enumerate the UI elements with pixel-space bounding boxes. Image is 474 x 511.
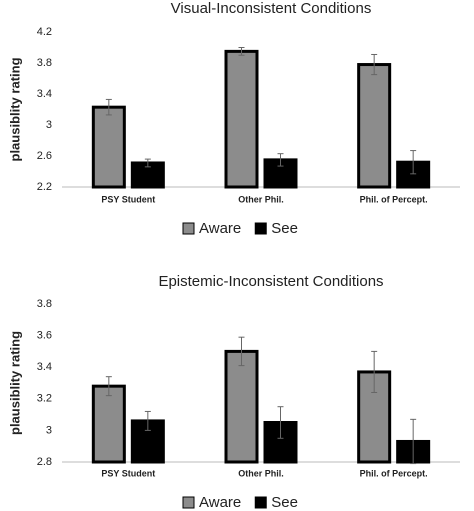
chart-title: Visual-Inconsistent Conditions — [171, 0, 372, 17]
y-tick-label: 3.8 — [37, 298, 52, 310]
legend-swatch — [182, 222, 195, 235]
legend-label: Aware — [199, 494, 241, 511]
y-tick-label: 2.8 — [37, 456, 52, 468]
x-tick-label: Phil. of Percept. — [360, 194, 428, 204]
bar — [91, 384, 126, 464]
bar — [396, 160, 431, 189]
y-tick-label: 3.4 — [37, 361, 52, 373]
y-tick-label: 2.2 — [37, 181, 52, 193]
x-tick-label: PSY Student — [101, 468, 155, 478]
bar — [224, 349, 259, 464]
y-tick-label: 2.6 — [37, 150, 52, 162]
x-tick-label: Other Phil. — [238, 468, 284, 478]
y-tick-label: 3.8 — [37, 57, 52, 69]
bar — [224, 49, 259, 189]
y-tick-label: 3.6 — [37, 330, 52, 342]
x-tick-label: PSY Student — [101, 194, 155, 204]
chart-title: Epistemic-Inconsistent Conditions — [158, 273, 383, 290]
legend-swatch — [182, 496, 195, 509]
legend-swatch — [254, 222, 267, 235]
x-tick-label: Phil. of Percept. — [360, 468, 428, 478]
legend-label: Aware — [199, 220, 241, 237]
legend-swatch — [254, 496, 267, 509]
y-tick-label: 3 — [46, 424, 52, 436]
y-axis-label: plausiblity rating — [7, 57, 22, 161]
y-tick-label: 3.4 — [37, 88, 52, 100]
bar — [357, 63, 392, 189]
y-tick-label: 4.2 — [37, 26, 52, 38]
y-tick-label: 3 — [46, 119, 52, 131]
x-tick-label: Other Phil. — [238, 194, 284, 204]
y-axis-label: plausiblity rating — [7, 331, 22, 435]
bar — [91, 105, 126, 189]
y-tick-label: 3.2 — [37, 393, 52, 405]
legend-label: See — [271, 494, 298, 511]
legend-label: See — [271, 220, 298, 237]
